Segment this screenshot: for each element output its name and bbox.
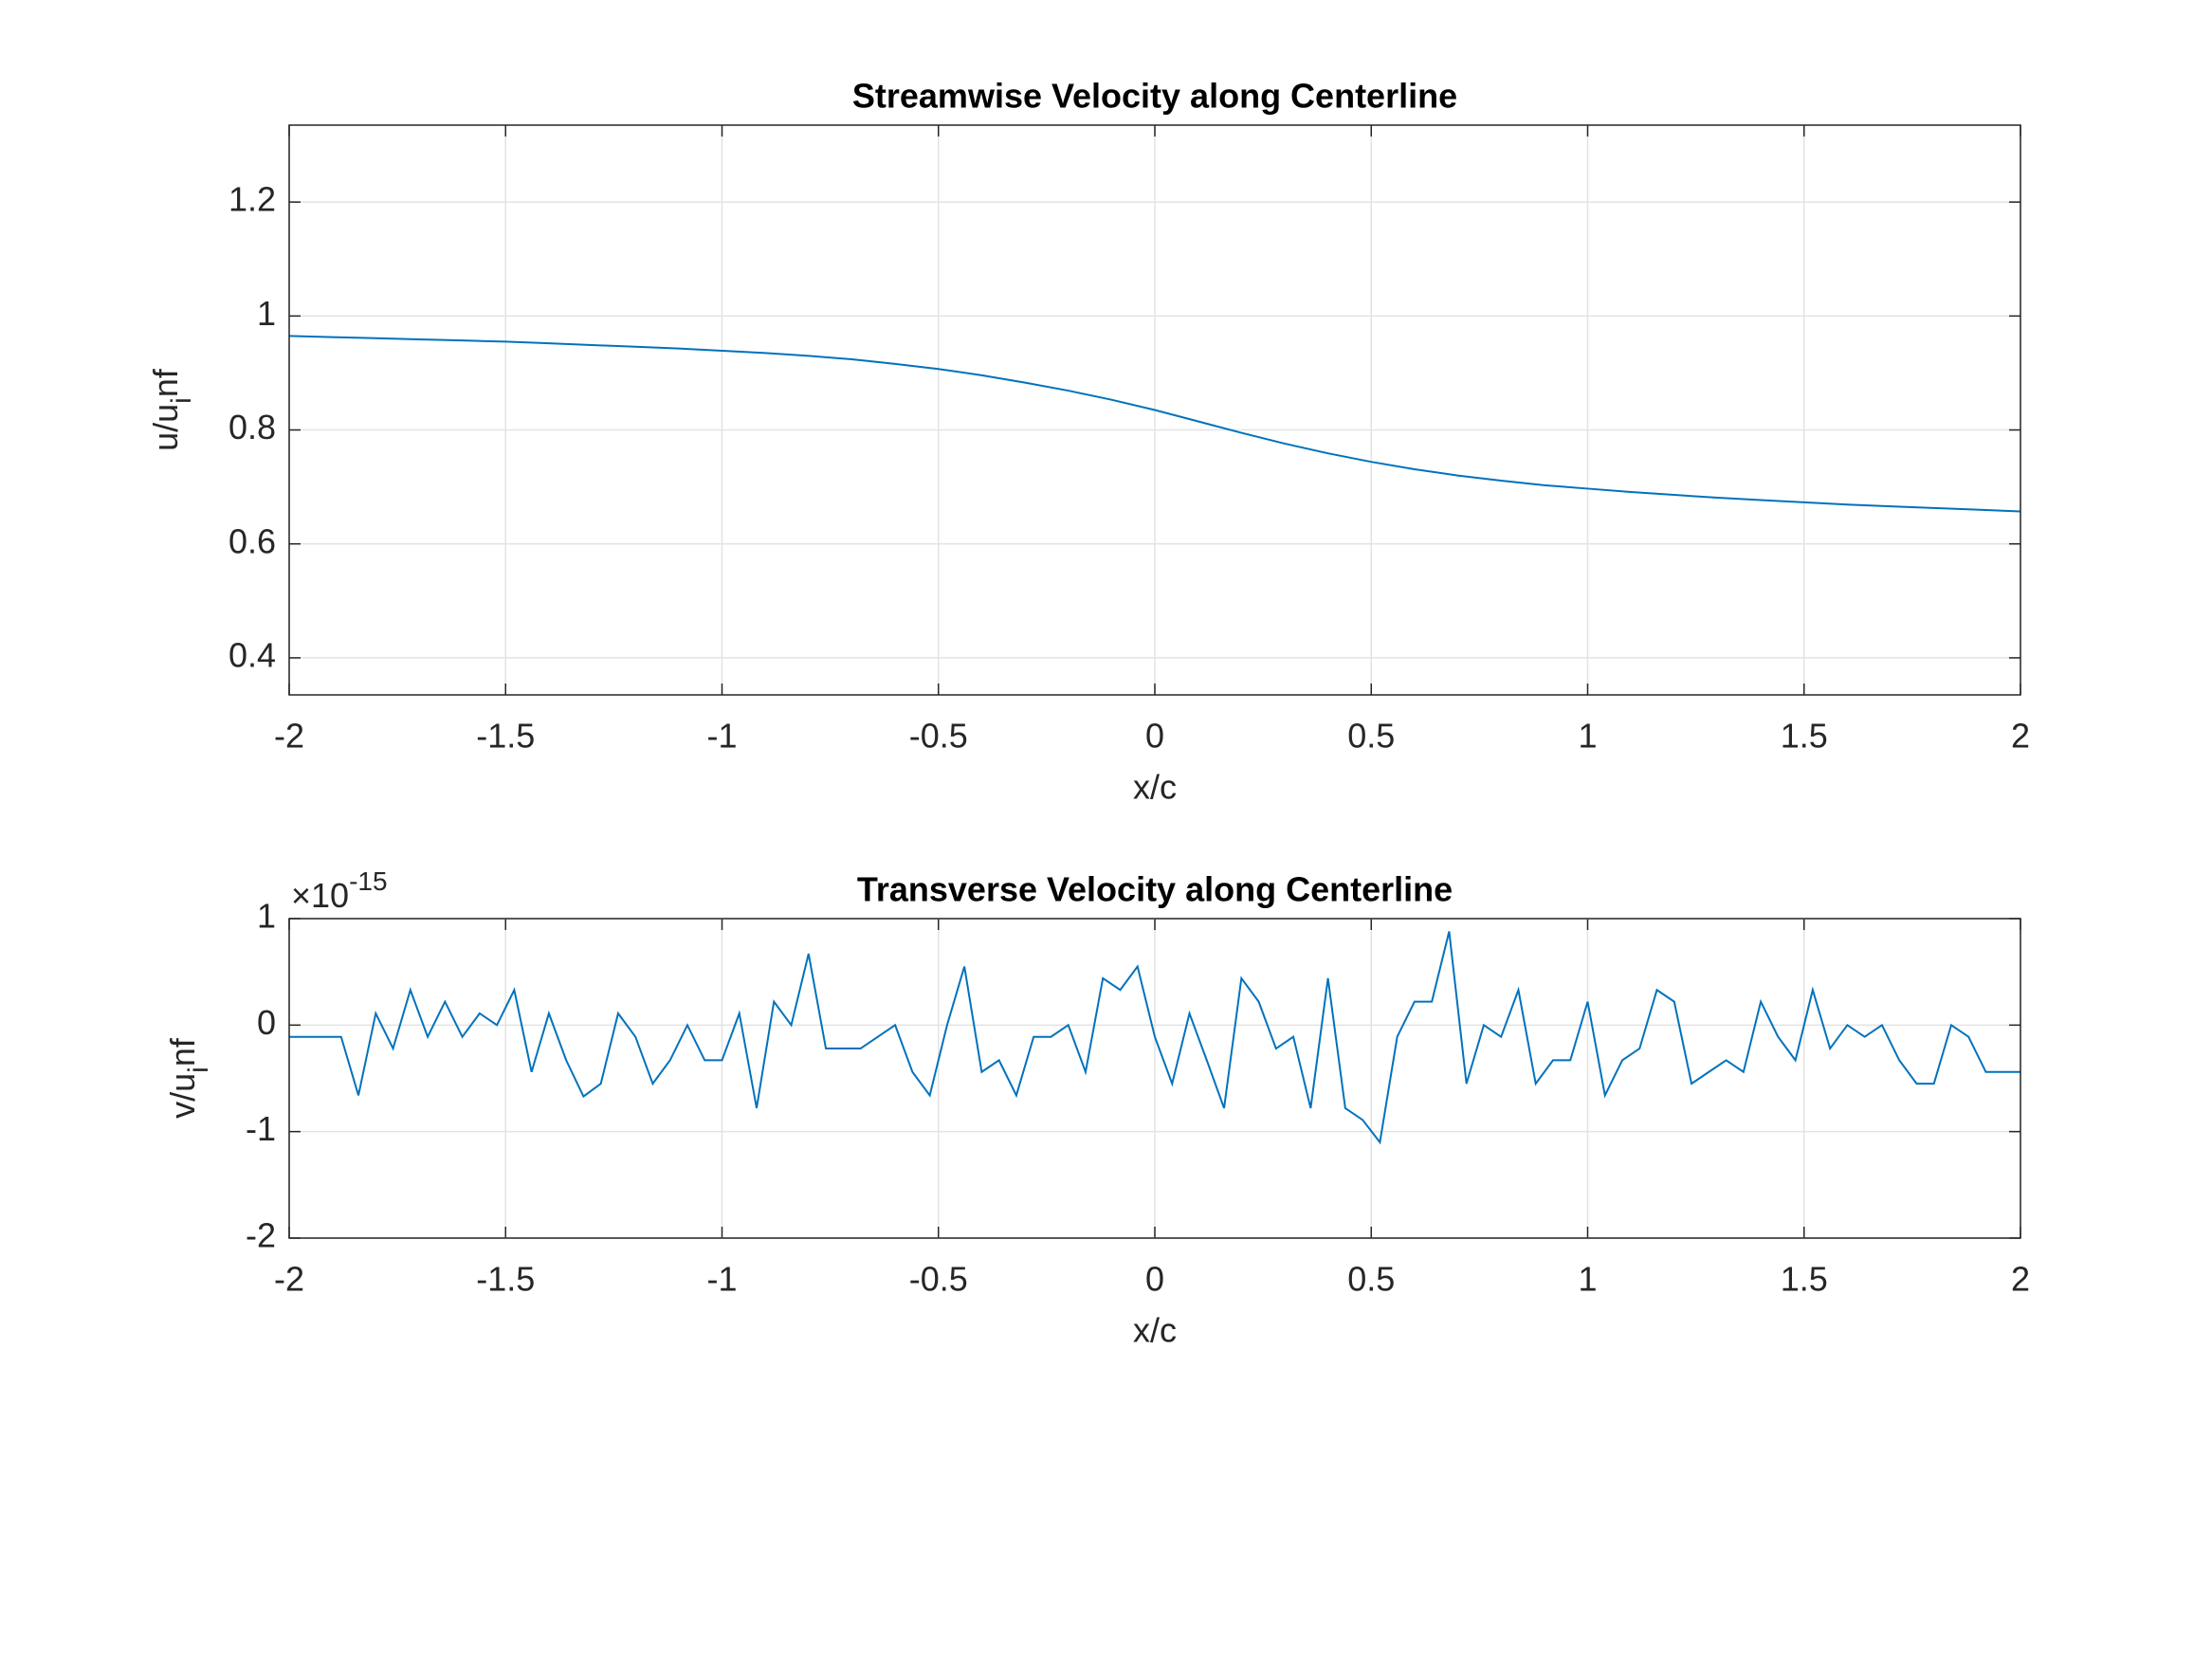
- y-axis-label: u/uinf: [146, 368, 198, 451]
- data-line: [288, 335, 2021, 513]
- y-tick-label: -2: [246, 1216, 276, 1255]
- y-tick-label: 0.4: [229, 635, 276, 674]
- y-tick-label: 1.2: [229, 180, 276, 219]
- exponent-power: -15: [349, 866, 387, 896]
- y-tick-label: 0.8: [229, 408, 276, 447]
- x-tick-label: -0.5: [909, 717, 968, 756]
- x-tick-label: 1: [1578, 1260, 1597, 1299]
- y-tick-label: 0.6: [229, 521, 276, 560]
- chart-title: Streamwise Velocity along Centerline: [852, 77, 1457, 116]
- y-axis-label-part: u/u: [146, 404, 185, 451]
- y-tick-label: 1: [257, 294, 276, 333]
- x-tick-label: 0: [1145, 1260, 1164, 1299]
- x-tick-label: 2: [2011, 717, 2030, 756]
- y-axis-label-part: i: [183, 1066, 214, 1073]
- x-axis-label: x/c: [1133, 768, 1177, 807]
- x-tick-label: 1: [1578, 717, 1597, 756]
- x-tick-label: 0.5: [1347, 1260, 1395, 1299]
- x-tick-label: -2: [274, 717, 304, 756]
- x-tick-label: -1: [706, 717, 737, 756]
- x-tick-label: 2: [2011, 1260, 2030, 1299]
- x-tick-label: 0.5: [1347, 717, 1395, 756]
- y-axis-label-part: nf: [163, 1037, 202, 1066]
- axes-box: [288, 124, 2021, 696]
- axis-exponent: ×10-15: [291, 866, 388, 915]
- x-tick-label: -1: [706, 1260, 737, 1299]
- x-tick-label: 1.5: [1781, 1260, 1828, 1299]
- y-axis-label-part: v/u: [163, 1073, 202, 1119]
- x-tick-label: -0.5: [909, 1260, 968, 1299]
- x-tick-label: -1.5: [476, 717, 535, 756]
- y-tick-label: 0: [257, 1003, 276, 1042]
- x-tick-label: -2: [274, 1260, 304, 1299]
- x-axis-label: x/c: [1133, 1311, 1177, 1350]
- data-line: [289, 931, 2020, 1145]
- y-axis-label: v/uinf: [163, 1037, 215, 1119]
- y-tick-label: -1: [246, 1109, 276, 1148]
- x-tick-label: -1.5: [476, 1260, 535, 1299]
- exponent-base: ×10: [291, 876, 349, 915]
- x-tick-label: 0: [1145, 717, 1164, 756]
- y-axis-label-part: nf: [146, 368, 185, 397]
- y-axis-label-part: i: [166, 397, 197, 404]
- chart-title: Transverse Velocity along Centerline: [857, 870, 1453, 909]
- y-tick-label: 1: [257, 897, 276, 936]
- x-tick-label: 1.5: [1781, 717, 1828, 756]
- axes-box: [288, 918, 2021, 1239]
